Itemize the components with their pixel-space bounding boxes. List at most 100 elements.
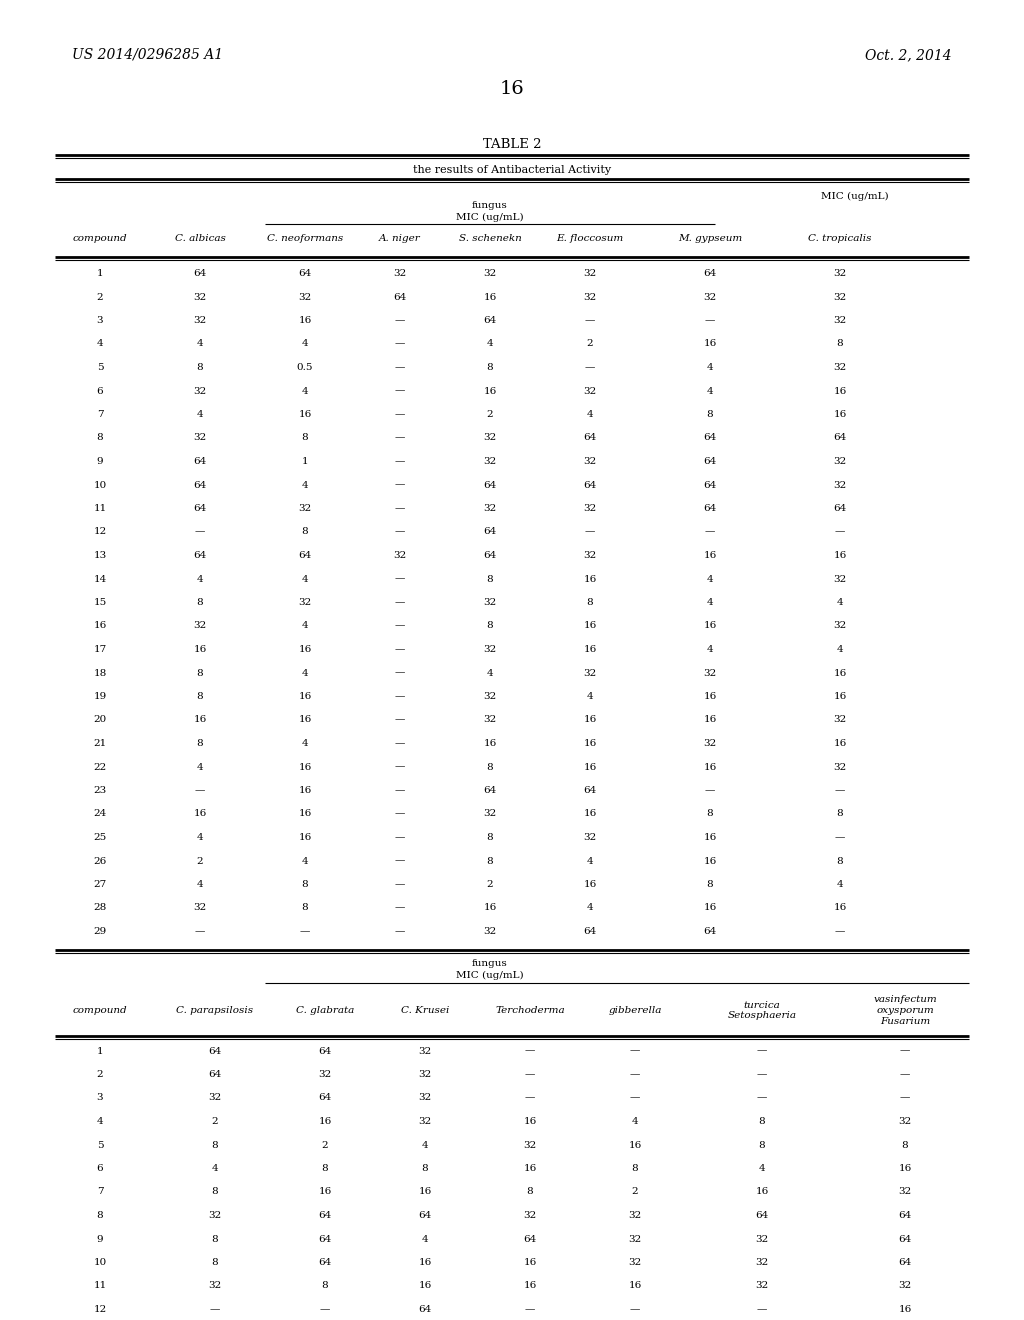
Text: 4: 4: [302, 574, 308, 583]
Text: 8: 8: [707, 880, 714, 888]
Text: fungus: fungus: [472, 201, 508, 210]
Text: —: —: [585, 528, 595, 536]
Text: 32: 32: [194, 903, 207, 912]
Text: 64: 64: [834, 504, 847, 513]
Text: 2: 2: [486, 880, 494, 888]
Text: 64: 64: [703, 433, 717, 442]
Text: 64: 64: [419, 1210, 432, 1220]
Text: —: —: [630, 1047, 640, 1056]
Text: 1: 1: [96, 269, 103, 279]
Text: 16: 16: [834, 739, 847, 748]
Text: 64: 64: [898, 1210, 911, 1220]
Text: 64: 64: [419, 1305, 432, 1313]
Text: 32: 32: [298, 598, 311, 607]
Text: 4: 4: [587, 692, 593, 701]
Text: 16: 16: [419, 1188, 432, 1196]
Text: 16: 16: [898, 1164, 911, 1173]
Text: 8: 8: [197, 692, 204, 701]
Text: —: —: [395, 880, 406, 888]
Text: 4: 4: [707, 574, 714, 583]
Text: —: —: [395, 833, 406, 842]
Text: 16: 16: [703, 622, 717, 631]
Text: 27: 27: [93, 880, 106, 888]
Text: 16: 16: [298, 715, 311, 725]
Text: 4: 4: [587, 411, 593, 418]
Text: 64: 64: [703, 457, 717, 466]
Text: 32: 32: [756, 1282, 769, 1291]
Text: —: —: [835, 528, 845, 536]
Text: 16: 16: [703, 692, 717, 701]
Text: 8: 8: [212, 1258, 218, 1267]
Text: —: —: [395, 622, 406, 631]
Text: 32: 32: [208, 1210, 221, 1220]
Text: vasinfectum: vasinfectum: [873, 995, 937, 1005]
Text: 22: 22: [93, 763, 106, 771]
Text: 4: 4: [707, 363, 714, 372]
Text: 32: 32: [584, 387, 597, 396]
Text: 32: 32: [483, 715, 497, 725]
Text: —: —: [395, 692, 406, 701]
Text: 16: 16: [194, 645, 207, 653]
Text: —: —: [395, 315, 406, 325]
Text: 16: 16: [500, 81, 524, 98]
Text: 19: 19: [93, 692, 106, 701]
Text: —: —: [319, 1305, 330, 1313]
Text: 4: 4: [587, 857, 593, 866]
Text: 32: 32: [483, 433, 497, 442]
Text: 8: 8: [837, 857, 844, 866]
Text: MIC (ug/mL): MIC (ug/mL): [456, 970, 524, 979]
Text: 64: 64: [703, 504, 717, 513]
Text: 64: 64: [898, 1258, 911, 1267]
Text: 16: 16: [298, 315, 311, 325]
Text: —: —: [395, 809, 406, 818]
Text: 8: 8: [486, 833, 494, 842]
Text: 8: 8: [486, 622, 494, 631]
Text: oxysporum: oxysporum: [877, 1006, 934, 1015]
Text: 64: 64: [756, 1210, 769, 1220]
Text: 64: 64: [318, 1093, 332, 1102]
Text: 16: 16: [298, 692, 311, 701]
Text: 32: 32: [483, 269, 497, 279]
Text: 4: 4: [486, 339, 494, 348]
Text: —: —: [705, 315, 715, 325]
Text: 8: 8: [96, 1210, 103, 1220]
Text: 4: 4: [486, 668, 494, 677]
Text: 16: 16: [834, 692, 847, 701]
Text: —: —: [395, 457, 406, 466]
Text: 32: 32: [194, 622, 207, 631]
Text: 16: 16: [703, 903, 717, 912]
Text: 14: 14: [93, 574, 106, 583]
Text: 32: 32: [523, 1140, 537, 1150]
Text: 64: 64: [584, 927, 597, 936]
Text: 16: 16: [318, 1188, 332, 1196]
Text: 8: 8: [302, 433, 308, 442]
Text: 4: 4: [302, 739, 308, 748]
Text: —: —: [300, 927, 310, 936]
Text: 1: 1: [302, 457, 308, 466]
Text: 16: 16: [703, 857, 717, 866]
Text: 64: 64: [523, 1234, 537, 1243]
Text: 0.5: 0.5: [297, 363, 313, 372]
Text: 2: 2: [197, 857, 204, 866]
Text: 32: 32: [629, 1234, 642, 1243]
Text: 16: 16: [898, 1305, 911, 1313]
Text: 32: 32: [393, 269, 407, 279]
Text: 29: 29: [93, 927, 106, 936]
Text: 16: 16: [483, 903, 497, 912]
Text: 16: 16: [298, 763, 311, 771]
Text: 8: 8: [212, 1188, 218, 1196]
Text: 64: 64: [318, 1047, 332, 1056]
Text: 16: 16: [523, 1164, 537, 1173]
Text: 11: 11: [93, 1282, 106, 1291]
Text: 64: 64: [703, 480, 717, 490]
Text: 8: 8: [302, 880, 308, 888]
Text: 4: 4: [96, 1117, 103, 1126]
Text: 7: 7: [96, 1188, 103, 1196]
Text: MIC (ug/mL): MIC (ug/mL): [821, 191, 889, 201]
Text: 16: 16: [584, 622, 597, 631]
Text: 32: 32: [834, 622, 847, 631]
Text: 11: 11: [93, 504, 106, 513]
Text: 12: 12: [93, 1305, 106, 1313]
Text: 12: 12: [93, 528, 106, 536]
Text: —: —: [395, 433, 406, 442]
